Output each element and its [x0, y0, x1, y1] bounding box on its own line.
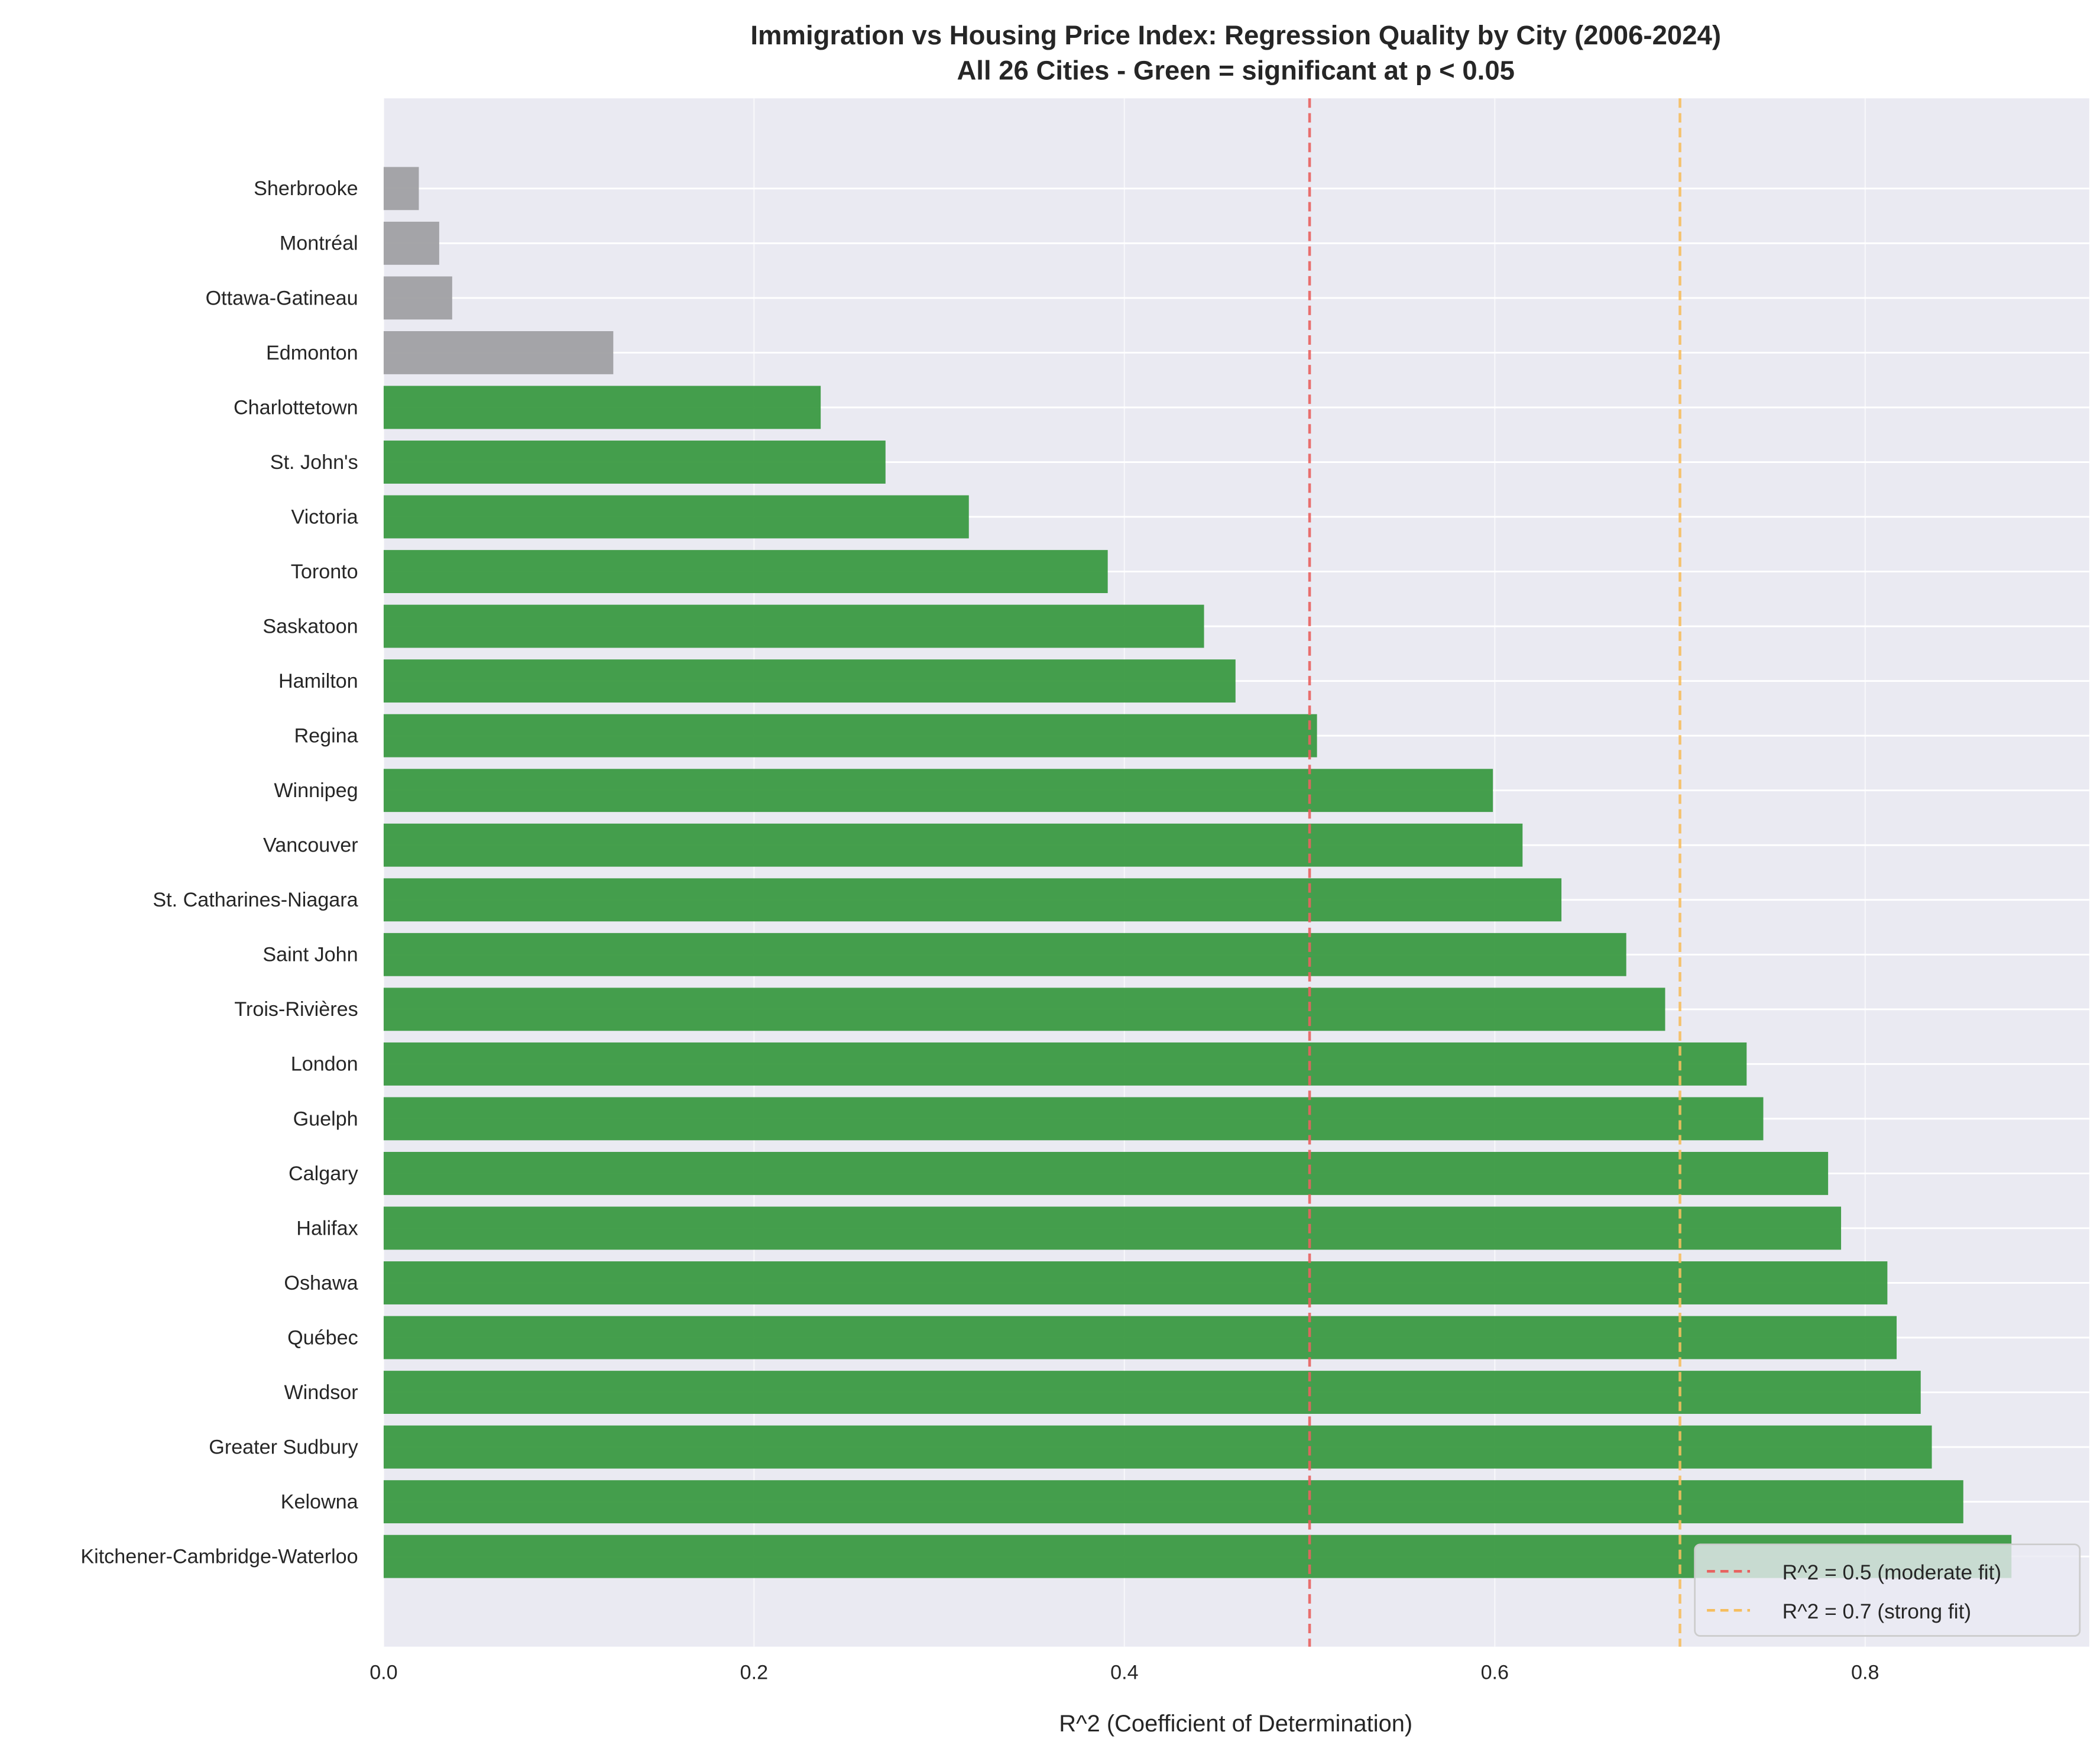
y-tick-label: Ottawa-Gatineau	[206, 287, 358, 309]
bar-calgary	[383, 1152, 1829, 1195]
bar-qu-bec	[383, 1316, 1897, 1359]
x-tick-label: 0.6	[1481, 1661, 1509, 1684]
bar-winnipeg	[383, 769, 1493, 812]
legend-moderate-label: R^2 = 0.5 (moderate fit)	[1783, 1561, 2002, 1584]
chart-subtitle: All 26 Cities - Green = significant at p…	[957, 55, 1515, 85]
bar-charlottetown	[383, 386, 821, 429]
y-tick-label: Regina	[294, 725, 358, 747]
bar-greater-sudbury	[383, 1425, 1932, 1469]
y-tick-label: Toronto	[291, 561, 358, 583]
y-tick-label: St. John's	[270, 451, 358, 474]
y-tick-label: Kelowna	[281, 1491, 358, 1513]
chart-title: Immigration vs Housing Price Index: Regr…	[750, 20, 1721, 50]
y-tick-label: London	[291, 1053, 358, 1076]
bar-st-john-s	[383, 441, 886, 484]
bar-london	[383, 1042, 1747, 1086]
x-tick-label: 0.2	[740, 1661, 768, 1684]
x-tick-label: 0.4	[1110, 1661, 1138, 1684]
y-tick-label: Guelph	[293, 1108, 358, 1130]
y-tick-label: Halifax	[296, 1217, 358, 1239]
y-tick-label: Trois-Rivières	[234, 998, 358, 1021]
y-tick-label: Québec	[287, 1326, 358, 1349]
y-tick-label: Windsor	[284, 1381, 358, 1404]
bar-trois-rivi-res	[383, 988, 1665, 1031]
x-axis-label: R^2 (Coefficient of Determination)	[1059, 1711, 1412, 1737]
y-tick-label: Charlottetown	[234, 396, 358, 419]
y-tick-label: Saint John	[262, 944, 358, 966]
y-tick-label: Kitchener-Cambridge-Waterloo	[80, 1546, 358, 1568]
y-tick-label: Sherbrooke	[254, 177, 358, 200]
y-tick-label: Montréal	[280, 232, 358, 255]
legend: R^2 = 0.5 (moderate fit) R^2 = 0.7 (stro…	[1694, 1543, 2081, 1637]
y-tick-label: Oshawa	[284, 1272, 358, 1294]
y-tick-label: Hamilton	[278, 670, 358, 692]
bar-ottawa-gatineau	[383, 276, 452, 320]
bar-guelph	[383, 1097, 1764, 1141]
bar-sherbrooke	[383, 167, 419, 211]
bar-saint-john	[383, 933, 1626, 976]
x-tick-label: 0.8	[1851, 1661, 1879, 1684]
bar-vancouver	[383, 823, 1523, 867]
bar-windsor	[383, 1371, 1921, 1414]
bar-toronto	[383, 550, 1108, 593]
bar-hamilton	[383, 659, 1236, 703]
bar-oshawa	[383, 1261, 1888, 1304]
y-tick-label: Winnipeg	[274, 779, 358, 802]
bar-kelowna	[383, 1480, 1963, 1524]
plot-area	[383, 98, 2089, 1647]
y-tick-label: Vancouver	[263, 834, 358, 857]
bar-victoria	[383, 495, 969, 539]
y-tick-label: Victoria	[291, 506, 358, 528]
x-tick-label: 0.0	[370, 1661, 397, 1684]
bar-montr-al	[383, 221, 439, 265]
bar-edmonton	[383, 331, 614, 374]
y-tick-label: Calgary	[289, 1163, 358, 1185]
y-tick-label: Greater Sudbury	[209, 1436, 358, 1458]
legend-strong-label: R^2 = 0.7 (strong fit)	[1783, 1600, 1972, 1623]
y-tick-label: Edmonton	[266, 342, 358, 364]
bar-st-catharines-niagara	[383, 878, 1562, 922]
y-tick-label: St. Catharines-Niagara	[153, 889, 358, 911]
bar-regina	[383, 714, 1317, 757]
bar-saskatoon	[383, 604, 1204, 648]
bar-halifax	[383, 1206, 1842, 1250]
y-tick-label: Saskatoon	[262, 615, 358, 637]
legend-box	[1694, 1543, 2081, 1637]
